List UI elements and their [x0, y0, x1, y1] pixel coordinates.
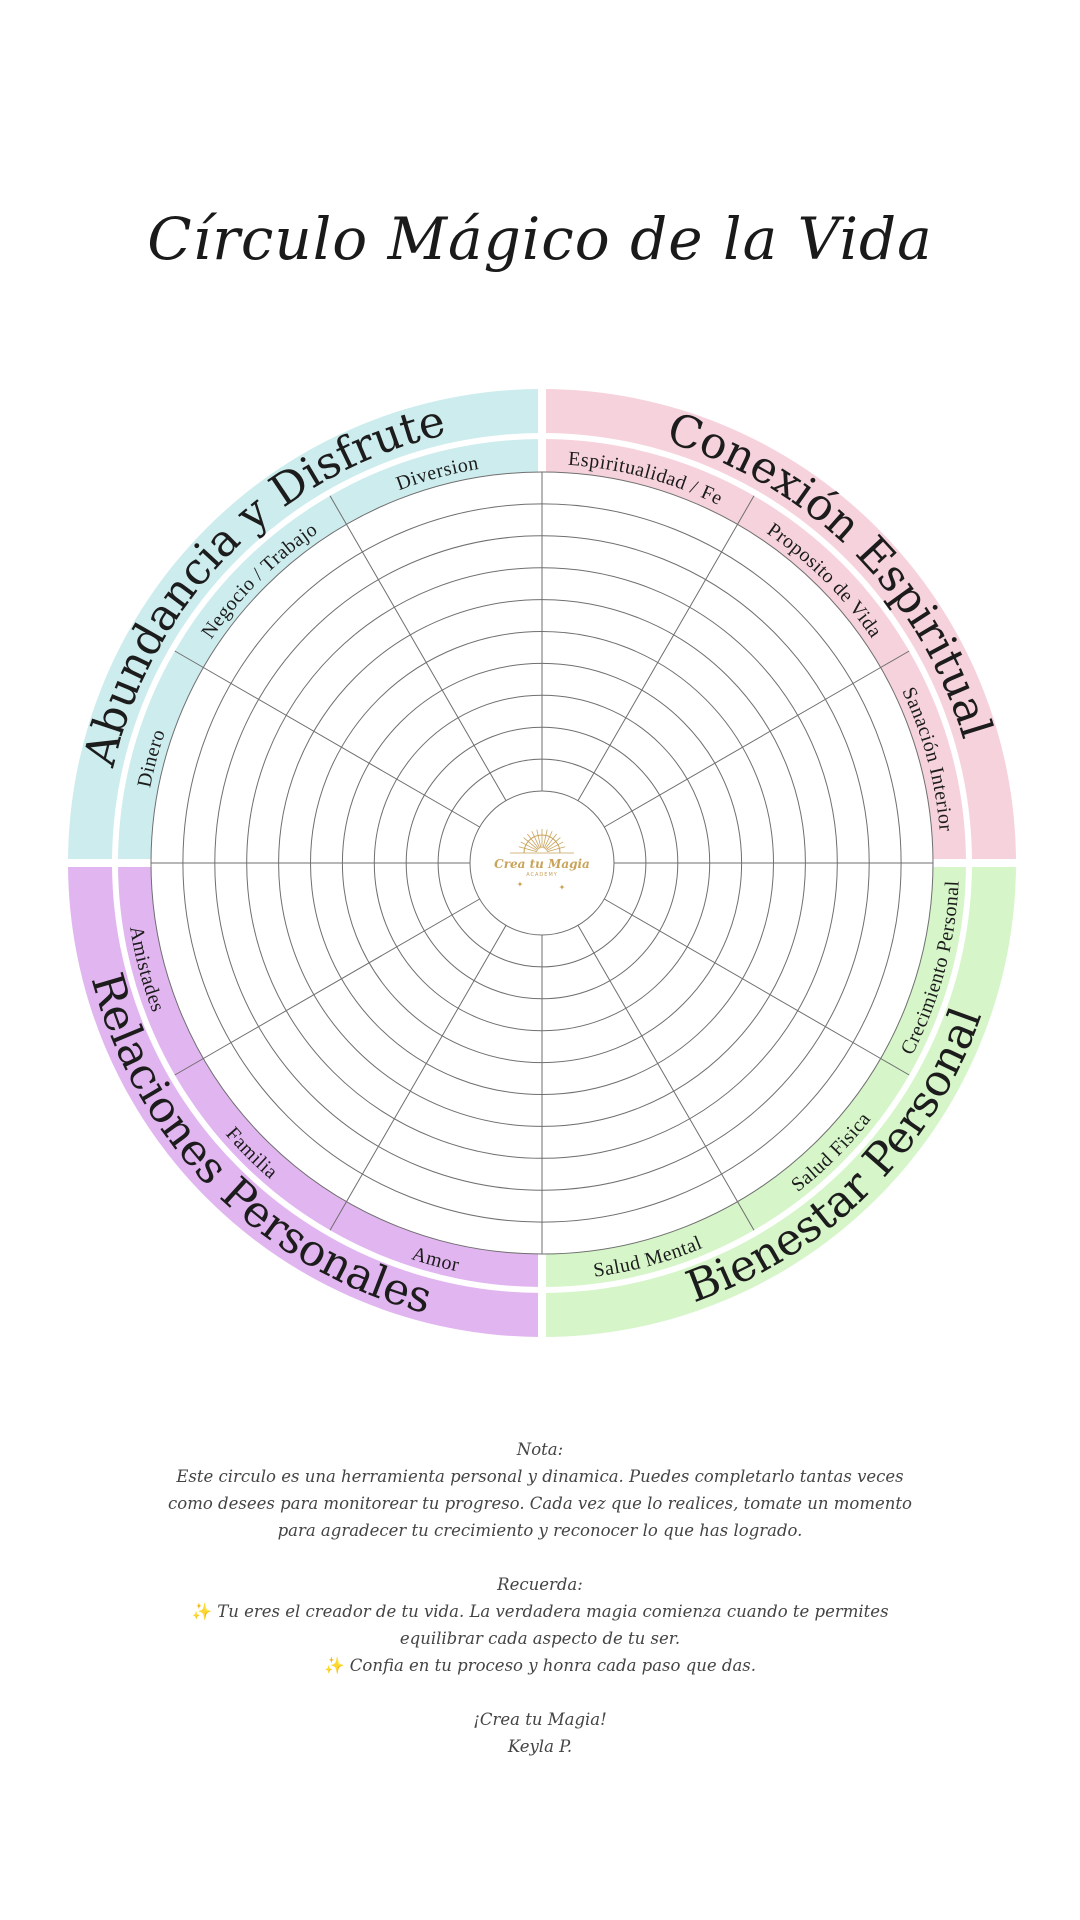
area-bands [68, 389, 1016, 1337]
subarea-divider [737, 495, 755, 525]
grid-spoke [577, 524, 738, 801]
subarea-divider [174, 650, 204, 668]
logo-subtitle: ACADEMY [526, 872, 558, 878]
subarea-bands [118, 439, 966, 1287]
grid-spoke [346, 925, 507, 1202]
closing-text: ¡Crea tu Magia! [473, 1710, 607, 1729]
subarea-divider [329, 1201, 347, 1231]
band-separators [65, 386, 1019, 1340]
signature: Keyla P. [507, 1737, 573, 1756]
subarea-divider [880, 1058, 910, 1076]
note-heading: Nota: [516, 1440, 564, 1459]
remember-heading: Recuerda: [497, 1575, 583, 1594]
subarea-band-relaciones [118, 863, 542, 1287]
page-title: Círculo Mágico de la Vida [147, 205, 933, 273]
sparkles-icon: ✨ [323, 1656, 345, 1675]
area-band-abundancia [68, 389, 542, 863]
note-line: como desees para monitorear tu progreso.… [168, 1494, 912, 1513]
grid-spoke [604, 667, 881, 828]
grid-spoke [346, 524, 507, 801]
remember-line: ✨ Confia en tu proceso y honra cada paso… [140, 1652, 940, 1679]
area-band-bienestar [542, 863, 1016, 1337]
grid-spoke [203, 898, 480, 1059]
note-line: para agradecer tu crecimiento y reconoce… [277, 1521, 803, 1540]
wheel-background [151, 472, 933, 1254]
logo-name: Crea tu Magia [494, 857, 590, 871]
grid-spoke [577, 925, 738, 1202]
remember-text: Confia en tu proceso y honra cada paso q… [349, 1656, 757, 1675]
wheel-grid [150, 471, 934, 1255]
sun-rays-icon [510, 829, 574, 854]
area-band-conexion [542, 389, 1016, 863]
note-section: Nota: Este circulo es una herramienta pe… [140, 1436, 940, 1760]
note-line: Este circulo es una herramienta personal… [176, 1467, 904, 1486]
remember-line: equilibrar cada aspecto de tu ser. [399, 1629, 681, 1648]
subarea-divider [329, 495, 347, 525]
subarea-divider [737, 1201, 755, 1231]
subarea-band-abundancia [118, 439, 542, 863]
subarea-divider [880, 650, 910, 668]
subarea-band-bienestar [542, 863, 966, 1287]
grid-spoke [203, 667, 480, 828]
star-icon: ✦ [559, 883, 566, 892]
subarea-band-conexion [542, 439, 966, 863]
sparkles-icon: ✨ [191, 1602, 212, 1621]
area-band-relaciones [68, 863, 542, 1337]
star-icon: ✦ [517, 880, 524, 889]
remember-text: Tu eres el creador de tu vida. La verdad… [217, 1602, 889, 1621]
remember-line: ✨ Tu eres el creador de tu vida. La verd… [140, 1598, 940, 1625]
subarea-divider [174, 1058, 204, 1076]
grid-spoke [604, 898, 881, 1059]
